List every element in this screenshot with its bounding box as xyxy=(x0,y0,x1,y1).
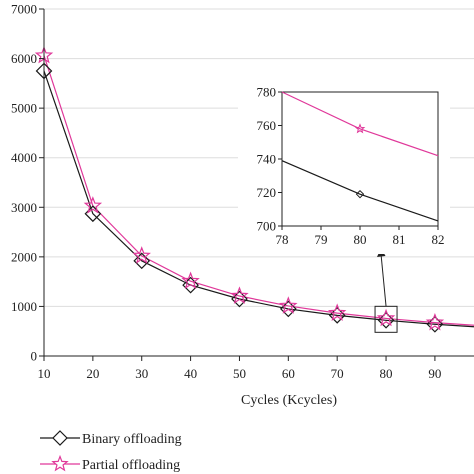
inset-x-tick-label-80: 80 xyxy=(354,232,367,247)
point-binary-offloading-40 xyxy=(182,276,199,294)
main-series xyxy=(34,45,474,333)
x-tick-label-40: 40 xyxy=(184,366,197,381)
inset-y-tick-label-740: 740 xyxy=(257,152,277,167)
inset-y-tick-label-720: 720 xyxy=(257,185,277,200)
point-partial-offloading-50 xyxy=(230,286,249,304)
x-tick-label-20: 20 xyxy=(86,366,99,381)
y-tick-label-7000: 7000 xyxy=(11,2,37,17)
x-tick-label-70: 70 xyxy=(331,366,344,381)
main-axes: 0 1000 2000 3000 4000 5000 6000 7000 10 20 30 40 50 6… xyxy=(11,2,474,408)
inset-chart: 700 720 740 760 780 78 79 80 81 82 xyxy=(238,82,450,254)
inset-point-binary-offloading xyxy=(355,189,365,199)
point-partial-offloading-90 xyxy=(425,312,445,331)
y-tick-label-0: 0 xyxy=(31,349,38,364)
y-tick-label-1000: 1000 xyxy=(11,299,37,314)
x-tick-label-10: 10 xyxy=(38,366,51,381)
inset-point-partial-offloading xyxy=(354,123,366,134)
legend-marker-binary-offloading xyxy=(52,430,68,446)
y-tick-label-5000: 5000 xyxy=(11,101,37,116)
point-binary-offloading-60 xyxy=(279,300,297,318)
series-line-binary-offloading xyxy=(43,70,474,328)
y-tick-label-6000: 6000 xyxy=(11,51,37,66)
point-partial-offloading-70 xyxy=(327,303,347,321)
x-tick-label-60: 60 xyxy=(282,366,295,381)
point-partial-offloading-40 xyxy=(181,271,200,289)
inset-frame xyxy=(281,91,439,227)
point-binary-offloading-50 xyxy=(231,290,248,308)
inset-x-tick-label-81: 81 xyxy=(393,232,406,247)
point-partial-offloading-80 xyxy=(376,308,396,327)
y-tick-label-3000: 3000 xyxy=(11,200,37,215)
legend-label-binary-offloading: Binary offloading xyxy=(82,432,182,447)
inset-y-tick-label-700: 700 xyxy=(257,219,277,234)
inset-x-tick-label-82: 82 xyxy=(432,232,445,247)
inset-series-line-binary-offloading xyxy=(281,160,439,222)
inset-y-tick-label-760: 760 xyxy=(257,118,277,133)
point-partial-offloading-30 xyxy=(132,246,151,264)
legend-label-partial-offloading: Partial offloading xyxy=(82,458,180,473)
legend: Binary offloading Partial offloading xyxy=(40,430,182,473)
series-line-partial-offloading xyxy=(43,55,474,326)
x-tick-label-90: 90 xyxy=(428,366,441,381)
point-partial-offloading-20 xyxy=(83,196,103,214)
y-tick-label-4000: 4000 xyxy=(11,150,37,165)
x-tick-label-30: 30 xyxy=(135,366,148,381)
inset-series-line-partial-offloading xyxy=(281,91,439,157)
x-tick-label-50: 50 xyxy=(233,366,246,381)
x-tick-label-80: 80 xyxy=(380,366,393,381)
inset-x-tick-label-79: 79 xyxy=(315,232,328,247)
inset-y-tick-label-780: 780 xyxy=(257,85,277,100)
point-binary-offloading-30 xyxy=(133,252,151,270)
zoom-arrow-line xyxy=(380,253,387,307)
x-axis-label: Cycles (Kcycles) xyxy=(241,393,337,408)
legend-marker-partial-offloading xyxy=(51,454,69,472)
inset-x-tick-label-78: 78 xyxy=(276,232,289,247)
y-tick-label-2000: 2000 xyxy=(11,249,37,264)
point-partial-offloading-60 xyxy=(279,296,298,314)
